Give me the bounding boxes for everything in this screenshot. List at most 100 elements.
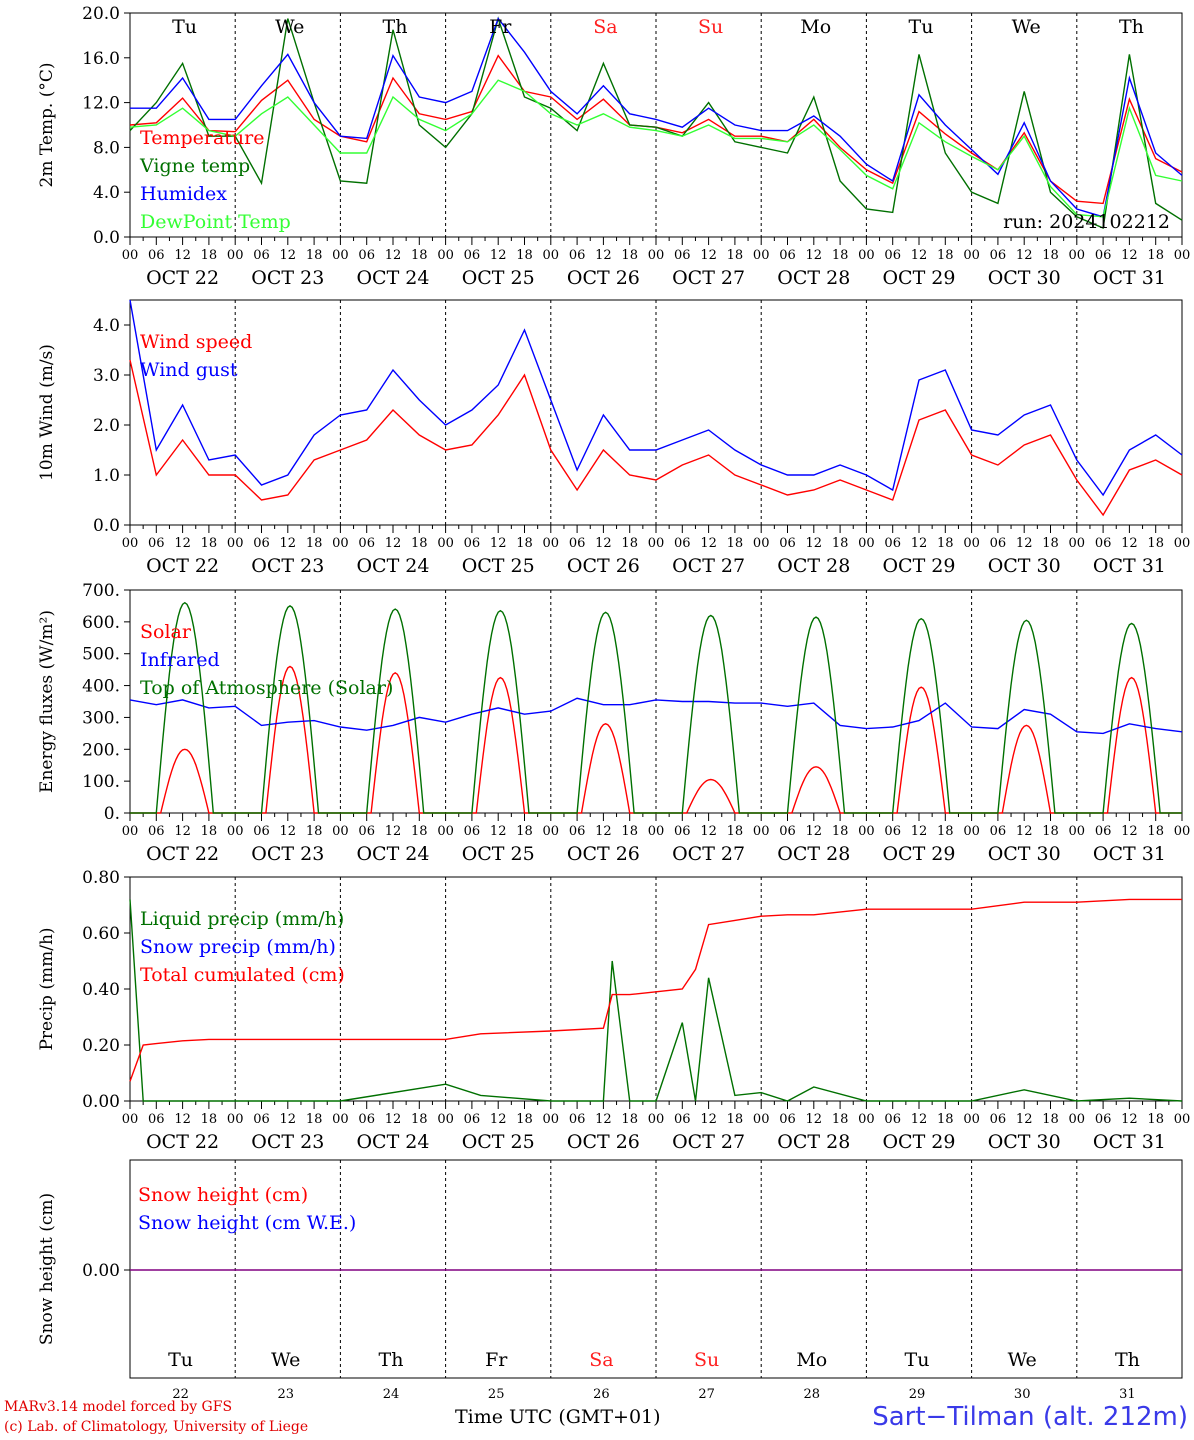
hour-tick-label: 00 xyxy=(332,248,349,263)
panel-4: Precip (mm/h) 0.00 0.20 0.40 0.60 0.80 00 06 12 1… xyxy=(37,868,1190,1153)
hour-tick-label: 00 xyxy=(543,248,560,263)
hour-tick-label: 18 xyxy=(1147,824,1164,839)
date-label: OCT 23 xyxy=(251,843,324,865)
y-axis-label: 10m Wind (m/s) xyxy=(37,344,57,481)
series-line-liquid-precip-mm-h- xyxy=(129,899,1183,1102)
hour-tick-label: 12 xyxy=(1016,1112,1033,1127)
legend-entry: Snow height (cm W.E.) xyxy=(138,1212,356,1234)
y-tick-label: 0.00 xyxy=(82,1261,120,1281)
hour-tick-label: 06 xyxy=(358,824,375,839)
hour-tick-label: 06 xyxy=(253,248,270,263)
hour-tick-label: 06 xyxy=(569,536,586,551)
panel-1: 2m Temp. (°C) 0.0 4.0 8.0 12.0 16.0 20.0 00 06 12… xyxy=(37,4,1190,289)
y-axis-label: Energy fluxes (W/m²) xyxy=(37,610,57,793)
hour-tick-label: 06 xyxy=(253,1112,270,1127)
day-name-label: Tu xyxy=(909,16,934,38)
hour-tick-label: 18 xyxy=(201,824,218,839)
hour-tick-label: 18 xyxy=(937,1112,954,1127)
hour-tick-label: 06 xyxy=(253,824,270,839)
hour-tick-label: 18 xyxy=(306,1112,323,1127)
y-tick-label: 0. xyxy=(104,804,120,824)
hour-tick-label: 06 xyxy=(464,248,481,263)
y-tick-label: 0.0 xyxy=(93,516,120,536)
legend-entry: Wind gust xyxy=(140,359,238,381)
hour-tick-label: 00 xyxy=(1069,248,1086,263)
hour-tick-label: 18 xyxy=(306,536,323,551)
y-tick-label: 16.0 xyxy=(82,49,120,69)
hour-tick-label: 00 xyxy=(648,1112,665,1127)
hour-tick-label: 00 xyxy=(227,248,244,263)
model-credit: MARv3.14 model forced by GFS xyxy=(4,1399,233,1415)
day-number-label: 22 xyxy=(172,1387,189,1402)
series-line-top-of-atmosphere-solar- xyxy=(130,601,1182,814)
hour-tick-label: 18 xyxy=(411,248,428,263)
hour-tick-label: 18 xyxy=(832,1112,849,1127)
hour-tick-label: 06 xyxy=(674,248,691,263)
hour-tick-label: 00 xyxy=(122,248,139,263)
date-label: OCT 26 xyxy=(567,843,640,865)
hour-tick-label: 18 xyxy=(516,248,533,263)
legend-entry: DewPoint Temp xyxy=(140,211,291,233)
hour-tick-label: 06 xyxy=(990,824,1007,839)
hour-tick-label: 12 xyxy=(700,536,717,551)
y-tick-label: 500. xyxy=(82,645,120,665)
day-number-label: 25 xyxy=(488,1387,505,1402)
hour-tick-label: 00 xyxy=(963,536,980,551)
date-label: OCT 29 xyxy=(882,843,955,865)
hour-tick-label: 18 xyxy=(621,1112,638,1127)
y-tick-label: 0.80 xyxy=(82,868,120,888)
hour-tick-label: 00 xyxy=(437,824,454,839)
hour-tick-label: 06 xyxy=(1095,536,1112,551)
hour-tick-label: 00 xyxy=(227,824,244,839)
hour-tick-label: 12 xyxy=(490,536,507,551)
hour-tick-label: 12 xyxy=(385,824,402,839)
x-axis-title: Time UTC (GMT+01) xyxy=(455,1406,661,1428)
day-name-label: Th xyxy=(383,16,408,38)
hour-tick-label: 18 xyxy=(832,536,849,551)
legend-entry: Humidex xyxy=(140,183,227,205)
hour-tick-label: 18 xyxy=(411,1112,428,1127)
day-number-label: 26 xyxy=(593,1387,610,1402)
hour-tick-label: 18 xyxy=(201,248,218,263)
hour-tick-label: 00 xyxy=(753,1112,770,1127)
hour-tick-label: 12 xyxy=(595,536,612,551)
date-label: OCT 27 xyxy=(672,267,745,289)
date-label: OCT 24 xyxy=(356,1131,429,1153)
y-tick-label: 12.0 xyxy=(82,94,120,114)
hour-tick-label: 18 xyxy=(201,536,218,551)
day-name-label: Mo xyxy=(796,1349,827,1371)
day-name-label: Th xyxy=(1115,1349,1140,1371)
plot-frame xyxy=(129,299,1183,526)
hour-tick-label: 12 xyxy=(1016,248,1033,263)
date-label: OCT 23 xyxy=(251,1131,324,1153)
hour-tick-label: 18 xyxy=(727,248,744,263)
day-name-label: Su xyxy=(698,16,723,38)
hour-tick-label: 12 xyxy=(1121,824,1138,839)
day-name-label: Tu xyxy=(172,16,197,38)
date-label: OCT 28 xyxy=(777,267,850,289)
hour-tick-label: 12 xyxy=(174,1112,191,1127)
day-name-label: Fr xyxy=(485,1349,508,1371)
y-tick-label: 0.0 xyxy=(93,228,120,248)
hour-tick-label: 12 xyxy=(280,1112,297,1127)
hour-tick-label: 00 xyxy=(122,824,139,839)
hour-tick-label: 12 xyxy=(1121,248,1138,263)
series-line-vigne-temp xyxy=(129,16,1183,229)
hour-tick-label: 00 xyxy=(1174,824,1191,839)
hour-tick-label: 12 xyxy=(174,536,191,551)
day-number-label: 29 xyxy=(909,1387,926,1402)
day-name-label: We xyxy=(275,16,304,38)
day-name-label: Mo xyxy=(800,16,831,38)
hour-tick-label: 12 xyxy=(700,824,717,839)
y-tick-label: 1.0 xyxy=(93,466,120,486)
y-tick-label: 0.40 xyxy=(82,980,120,1000)
hour-tick-label: 00 xyxy=(543,1112,560,1127)
hour-tick-label: 12 xyxy=(280,248,297,263)
y-tick-label: 700. xyxy=(82,581,120,601)
day-name-label: We xyxy=(1008,1349,1037,1371)
date-label: OCT 30 xyxy=(988,267,1061,289)
hour-tick-label: 06 xyxy=(358,248,375,263)
hour-tick-label: 12 xyxy=(911,1112,928,1127)
date-label: OCT 30 xyxy=(988,1131,1061,1153)
hour-tick-label: 18 xyxy=(937,536,954,551)
